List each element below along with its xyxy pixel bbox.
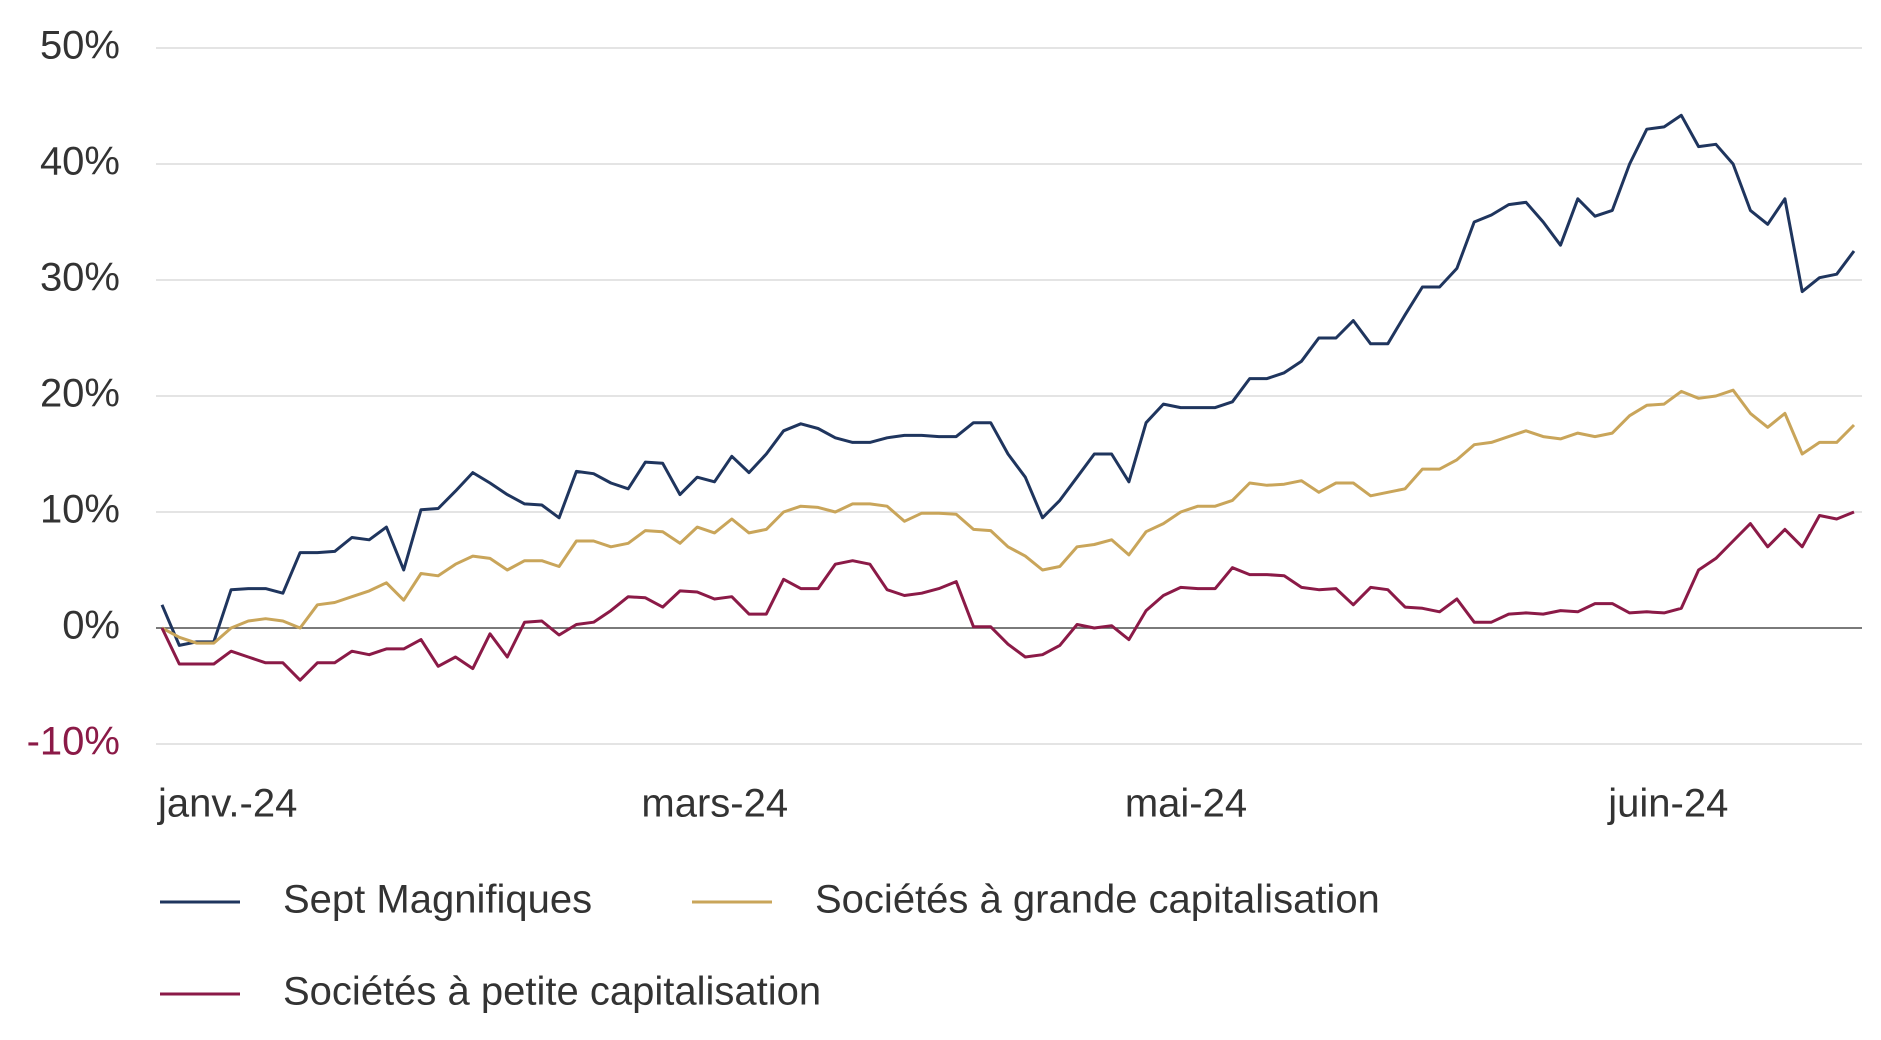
y-tick-label: 30% bbox=[40, 256, 120, 300]
legend-label: Sociétés à grande capitalisation bbox=[815, 878, 1380, 922]
y-tick-label: 40% bbox=[40, 140, 120, 184]
x-tick-label: mars-24 bbox=[641, 782, 788, 826]
series-line bbox=[160, 113, 1856, 647]
y-tick-label: 20% bbox=[40, 372, 120, 416]
y-tick-label: 50% bbox=[40, 24, 120, 68]
legend-label: Sept Magnifiques bbox=[283, 878, 592, 922]
y-tick-label: 10% bbox=[40, 488, 120, 532]
y-tick-label: 0% bbox=[62, 604, 120, 648]
x-tick-label: janv.-24 bbox=[157, 782, 297, 826]
x-tick-label: mai-24 bbox=[1125, 782, 1247, 826]
series-line bbox=[161, 388, 1856, 645]
y-tick-label: -10% bbox=[27, 720, 120, 764]
legend-label: Sociétés à petite capitalisation bbox=[283, 970, 821, 1014]
x-tick-label: juin-24 bbox=[1607, 782, 1728, 826]
series-line bbox=[160, 510, 1855, 682]
